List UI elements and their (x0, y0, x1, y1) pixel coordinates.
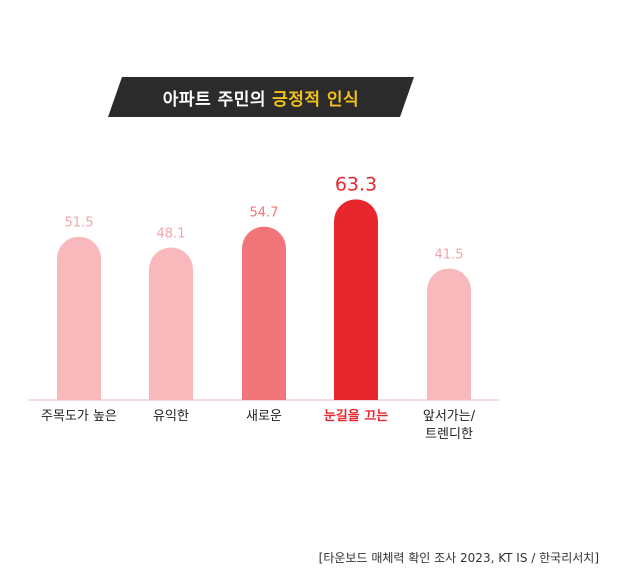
bar-2 (149, 247, 193, 400)
bar-1 (57, 236, 101, 400)
chart-title-part1: 아파트 주민의 (162, 89, 267, 110)
category-label-1: 주목도가 높은 (41, 409, 117, 424)
value-label-2: 48.1 (157, 227, 186, 242)
bar-3 (242, 226, 286, 400)
category-label-5-line-2: 트렌디한 (425, 427, 473, 442)
source-note: [타운보드 매체력 확인 조사 2023, KT IS / 한국리서치] (318, 551, 599, 565)
bar-4 (334, 199, 378, 400)
bar-5 (427, 268, 471, 400)
value-label-3: 54.7 (250, 206, 279, 221)
value-label-4: 63.3 (335, 173, 377, 195)
category-label-2: 유익한 (153, 409, 189, 424)
value-label-1: 51.5 (65, 216, 94, 231)
category-label-3: 새로운 (246, 409, 282, 424)
category-label-5-line-1: 앞서가는/ (423, 409, 476, 424)
chart-title: 아파트 주민의 긍정적 인식 (108, 77, 414, 117)
value-label-5: 41.5 (435, 247, 464, 262)
category-label-4: 눈길을 끄는 (324, 408, 388, 424)
title-banner (108, 77, 414, 117)
chart-title-highlight: 긍정적 인식 (272, 89, 360, 110)
